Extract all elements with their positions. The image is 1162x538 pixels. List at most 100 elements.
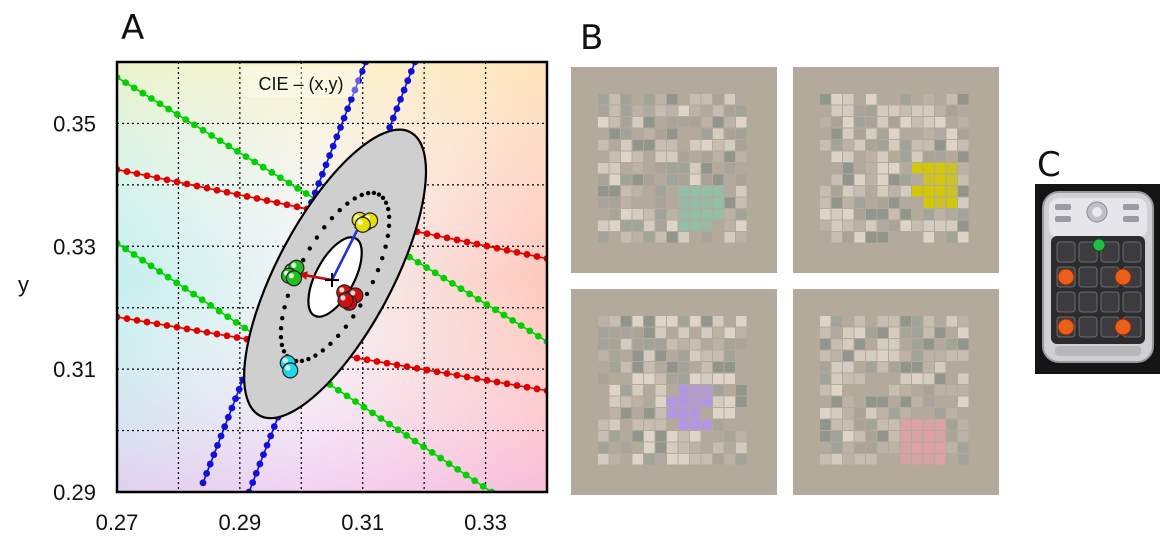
mosaic-cell	[690, 350, 701, 361]
mosaic-cell	[831, 174, 842, 185]
mosaic-cell	[609, 454, 620, 465]
mosaic-cell	[946, 454, 957, 465]
mosaic-cell	[854, 373, 865, 384]
mosaic-cell	[644, 327, 655, 338]
iso-line-dot	[453, 236, 461, 244]
mosaic-cell	[889, 339, 900, 350]
mosaic-cell	[877, 174, 888, 185]
iso-line-dot	[322, 161, 330, 169]
mosaic-cell	[820, 316, 831, 327]
mosaic-target-cell	[935, 454, 946, 465]
mosaic-cell	[632, 408, 643, 419]
iso-line-dot	[224, 413, 232, 421]
mosaic-cell	[644, 339, 655, 350]
mosaic-target-cell	[690, 396, 701, 407]
mosaic-target-cell	[690, 419, 701, 430]
iso-line-dot	[165, 105, 173, 113]
mosaic-cell	[713, 174, 724, 185]
mosaic-cell	[843, 163, 854, 174]
mosaic-cell	[900, 197, 911, 208]
mosaic-cell	[690, 105, 701, 116]
y-axis-label: y	[18, 272, 29, 297]
iso-line-dot	[283, 201, 291, 209]
mosaic-cell	[912, 362, 923, 373]
iso-line-dot	[225, 142, 233, 150]
mosaic-cell	[946, 128, 957, 139]
mosaic-cell	[678, 163, 689, 174]
mosaic-cell	[667, 442, 678, 453]
mosaic-target-cell	[935, 197, 946, 208]
iso-line-dot	[466, 290, 473, 298]
mosaic-cell	[889, 408, 900, 419]
mosaic-cell	[935, 140, 946, 151]
mosaic-cell	[655, 186, 666, 197]
mosaic-cell	[667, 316, 678, 327]
mosaic-cell	[889, 117, 900, 128]
mosaic-cell	[923, 327, 934, 338]
mosaic-cell	[866, 373, 877, 384]
mosaic-target-cell	[690, 186, 701, 197]
ellipse-dot	[376, 192, 382, 197]
ellipse-2	[307, 236, 363, 318]
mosaic-cell	[655, 454, 666, 465]
mosaic-cell	[667, 209, 678, 220]
mosaic-target-cell	[690, 220, 701, 231]
mosaic-cell	[900, 186, 911, 197]
ellipse-dot	[314, 235, 320, 240]
mosaic-cell	[713, 163, 724, 174]
mosaic-cell	[598, 128, 609, 139]
mosaic-cell	[609, 163, 620, 174]
mosaic-cell	[935, 327, 946, 338]
mosaic-cell	[724, 339, 735, 350]
mosaic-cell	[701, 454, 712, 465]
mosaic-cell	[877, 94, 888, 105]
mosaic-cell	[667, 431, 678, 442]
mosaic-cell	[713, 385, 724, 396]
mosaic-cell	[958, 197, 969, 208]
iso-line-dot	[423, 366, 431, 374]
iso-line-dot	[241, 324, 249, 332]
mosaic-target-cell	[701, 385, 712, 396]
mosaic-cell	[877, 232, 888, 243]
iso-line-dot	[343, 392, 351, 400]
keypad-orange-button	[1057, 318, 1075, 336]
mosaic-cell	[935, 209, 946, 220]
mosaic-cell	[820, 327, 831, 338]
iso-line-dot	[223, 332, 231, 340]
mosaic-cell	[736, 220, 747, 231]
mosaic-cell	[690, 442, 701, 453]
iso-line-dot	[198, 296, 206, 304]
mosaic-cell	[701, 94, 712, 105]
mosaic-cell	[598, 373, 609, 384]
mosaic-cell	[877, 197, 888, 208]
mosaic-cell	[621, 442, 632, 453]
mosaic-cell	[923, 151, 934, 162]
mosaic-cell	[820, 419, 831, 430]
iso-line-dot	[386, 420, 393, 428]
iso-line-dot	[199, 479, 207, 487]
mosaic-cell	[690, 339, 701, 350]
mosaic-cell	[609, 151, 620, 162]
mosaic-target-cell	[923, 431, 934, 442]
ellipse-dot	[278, 334, 284, 340]
iso-line-dot	[235, 385, 243, 393]
mosaic-cell	[644, 105, 655, 116]
iso-line-dot	[443, 234, 451, 242]
iso-line-dot	[123, 315, 131, 323]
mosaic-cell	[912, 396, 923, 407]
iso-line-dot	[517, 322, 525, 330]
mosaic-cell	[736, 316, 747, 327]
mosaic-target-cell	[690, 408, 701, 419]
mosaic-cell	[724, 454, 735, 465]
iso-line-dot	[373, 358, 381, 365]
mosaic-cell	[644, 174, 655, 185]
mosaic-target-cell	[900, 431, 911, 442]
iso-line-dot	[193, 327, 201, 335]
mosaic-cell	[678, 316, 689, 327]
iso-line-dot	[335, 386, 342, 394]
mosaic-cell	[655, 385, 666, 396]
mosaic-cell	[678, 454, 689, 465]
iso-line-dot	[503, 380, 511, 388]
mosaic-cell	[632, 454, 643, 465]
mosaic-cell	[923, 128, 934, 139]
